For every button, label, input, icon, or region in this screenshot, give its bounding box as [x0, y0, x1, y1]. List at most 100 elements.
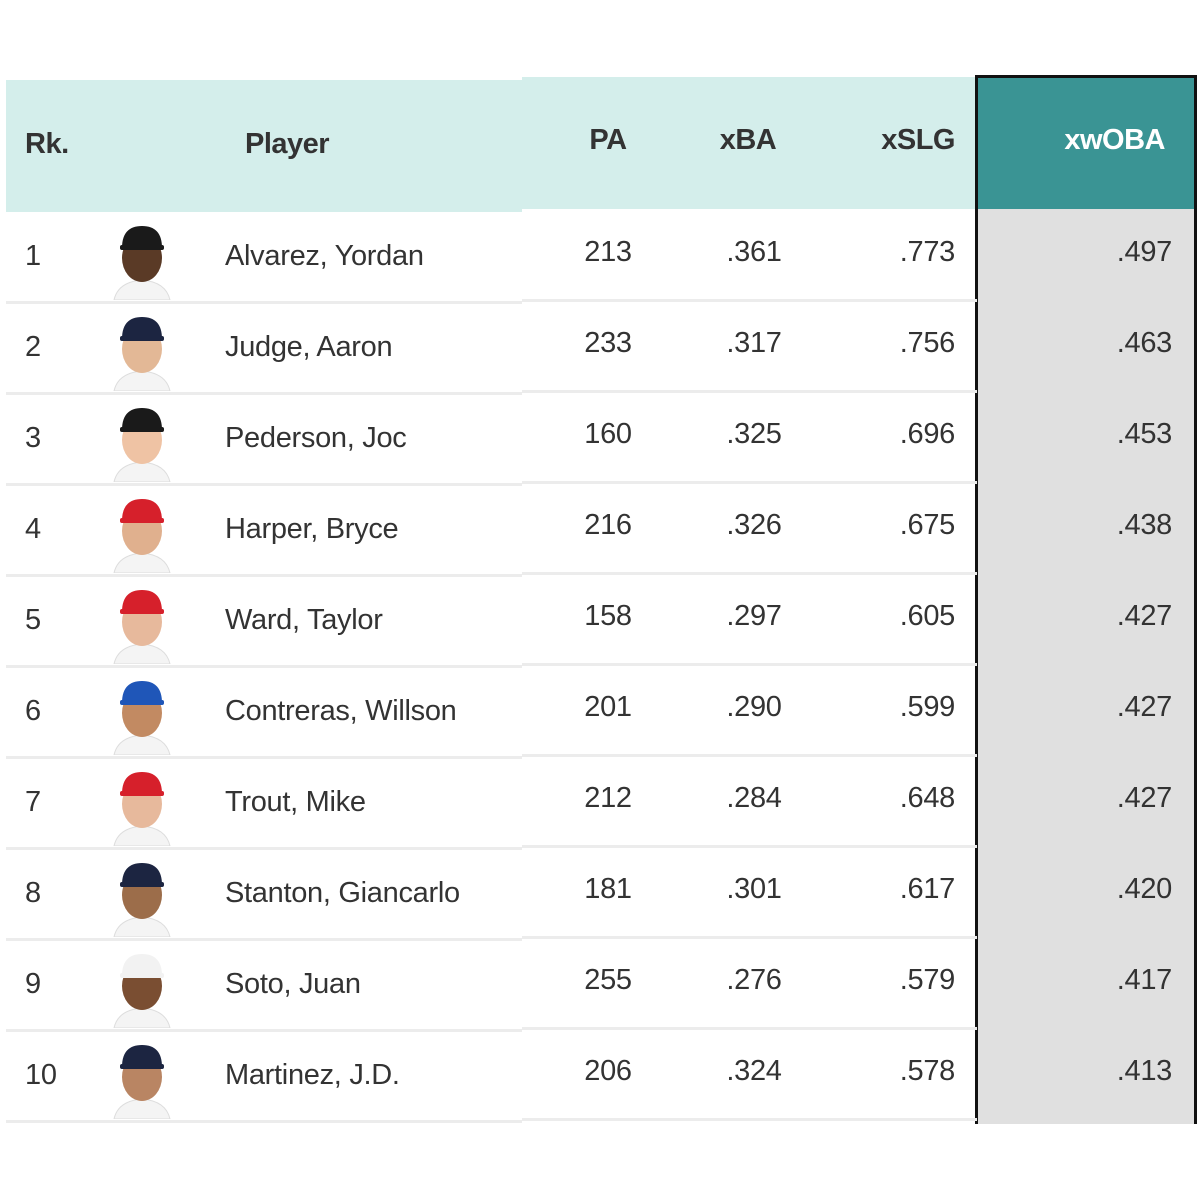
cell: Contreras, Willson — [225, 695, 457, 727]
cell: Stanton, Giancarlo — [225, 877, 460, 909]
player-photo — [108, 857, 176, 938]
cell: .579 — [899, 964, 956, 996]
row-divider — [6, 301, 522, 304]
avatar — [113, 408, 171, 483]
cell: 181 — [584, 873, 632, 905]
cell: 2 — [25, 331, 41, 363]
cell: .324 — [726, 1055, 782, 1087]
row-divider — [522, 572, 977, 575]
cell: Ward, Taylor — [225, 604, 383, 636]
cell: .276 — [726, 964, 782, 996]
header-highlight — [977, 77, 1195, 209]
player-photo — [108, 220, 176, 301]
cell: .497 — [1116, 236, 1173, 268]
avatar — [113, 772, 171, 847]
cell: .317 — [726, 327, 782, 359]
player-photo — [108, 311, 176, 392]
header-cell: Player — [245, 128, 330, 160]
cell: 212 — [584, 782, 632, 814]
header-cell: xBA — [719, 124, 777, 156]
cell: .617 — [899, 873, 956, 905]
avatar — [113, 590, 171, 665]
cell: Judge, Aaron — [225, 331, 393, 363]
cell: 5 — [25, 604, 41, 636]
cell: 216 — [584, 509, 632, 541]
cell: .420 — [1116, 873, 1173, 905]
cell: .413 — [1116, 1055, 1173, 1087]
cell: Pederson, Joc — [225, 422, 407, 454]
cell: 7 — [25, 786, 41, 818]
player-photo — [108, 493, 176, 574]
row-divider — [6, 1029, 522, 1032]
column-border — [975, 75, 1197, 1124]
cell: Harper, Bryce — [225, 513, 399, 545]
cell: 4 — [25, 513, 41, 545]
player-photo — [108, 948, 176, 1029]
cell: .427 — [1116, 600, 1173, 632]
cell: .756 — [899, 327, 956, 359]
row-divider — [6, 1120, 522, 1123]
cell: .284 — [726, 782, 782, 814]
cell: Soto, Juan — [225, 968, 361, 1000]
row-divider — [6, 938, 522, 941]
avatar — [113, 681, 171, 756]
cell: 201 — [584, 691, 632, 723]
cell: 1 — [25, 240, 41, 272]
cell: .599 — [899, 691, 956, 723]
cell: .301 — [726, 873, 782, 905]
cell: 158 — [584, 600, 632, 632]
player-photo — [108, 1039, 176, 1120]
cell: 10 — [25, 1059, 57, 1091]
player-photo — [108, 402, 176, 483]
row-divider — [522, 845, 977, 848]
cell: .696 — [899, 418, 956, 450]
cell: .438 — [1116, 509, 1173, 541]
cell: 8 — [25, 877, 41, 909]
row-divider — [522, 663, 977, 666]
cell: 160 — [584, 418, 632, 450]
row-divider — [522, 1118, 977, 1121]
cell: .325 — [726, 418, 782, 450]
cell: .773 — [899, 236, 956, 268]
row-divider — [522, 481, 977, 484]
cell: .427 — [1116, 782, 1173, 814]
row-divider — [522, 299, 977, 302]
row-divider — [522, 754, 977, 757]
row-divider — [522, 936, 977, 939]
row-divider — [522, 390, 977, 393]
row-divider — [6, 665, 522, 668]
cell: Alvarez, Yordan — [225, 240, 424, 272]
cell: 9 — [25, 968, 41, 1000]
cell: 233 — [584, 327, 632, 359]
cell: 206 — [584, 1055, 632, 1087]
player-photo — [108, 584, 176, 665]
header-bg — [522, 77, 977, 209]
header-bg — [6, 80, 522, 212]
avatar — [113, 863, 171, 938]
cell: .361 — [726, 236, 782, 268]
cell: 6 — [25, 695, 41, 727]
cell: .675 — [899, 509, 956, 541]
row-divider — [6, 483, 522, 486]
row-divider — [522, 1027, 977, 1030]
cell: 213 — [584, 236, 632, 268]
cell: .326 — [726, 509, 782, 541]
header-cell: Rk. — [25, 128, 69, 160]
header-cell: PA — [589, 124, 627, 156]
cell: Trout, Mike — [225, 786, 366, 818]
cell: .297 — [726, 600, 782, 632]
row-divider — [6, 392, 522, 395]
cell: .578 — [899, 1055, 956, 1087]
avatar — [113, 226, 171, 301]
avatar — [113, 317, 171, 392]
avatar — [113, 499, 171, 574]
row-divider — [6, 847, 522, 850]
cell: .427 — [1116, 691, 1173, 723]
cell: Martinez, J.D. — [225, 1059, 400, 1091]
cell: 3 — [25, 422, 41, 454]
column-highlight — [977, 209, 1195, 1124]
avatar — [113, 954, 171, 1029]
cell: .290 — [726, 691, 782, 723]
cell: .605 — [899, 600, 956, 632]
